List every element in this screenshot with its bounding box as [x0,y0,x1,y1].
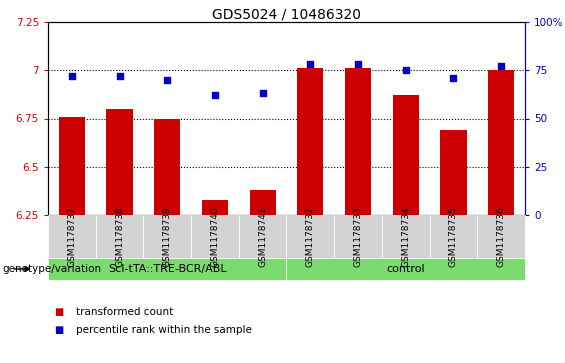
Text: genotype/variation: genotype/variation [3,264,102,274]
Text: GSM1178733: GSM1178733 [354,206,363,267]
Point [67,73,76,79]
Bar [297,68,324,215]
Text: GSM1178735: GSM1178735 [449,206,458,267]
Text: ■: ■ [54,307,63,317]
Text: GSM1178736: GSM1178736 [497,206,506,267]
Text: GDS5024 / 10486320: GDS5024 / 10486320 [212,8,361,22]
Point [306,62,315,68]
Bar [154,118,180,215]
Bar [440,130,467,215]
Text: GSM1178738: GSM1178738 [115,206,124,267]
Bar [59,117,85,215]
Text: ScI-tTA::TRE-BCR/ABL: ScI-tTA::TRE-BCR/ABL [108,264,227,274]
Point [258,90,267,96]
Point [449,75,458,81]
Text: GSM1178741: GSM1178741 [258,206,267,267]
Point [163,77,172,83]
Point [210,93,219,98]
Text: control: control [386,264,425,274]
Text: percentile rank within the sample: percentile rank within the sample [76,325,252,335]
Text: GSM1178737: GSM1178737 [67,206,76,267]
Text: GSM1178739: GSM1178739 [163,206,172,267]
Bar [488,70,514,215]
Bar [250,190,276,215]
Text: GSM1178734: GSM1178734 [401,206,410,267]
Text: GSM1178740: GSM1178740 [210,206,219,267]
Point [497,64,506,69]
Bar [202,200,228,215]
Text: ■: ■ [54,325,63,335]
Text: transformed count: transformed count [76,307,173,317]
Bar [106,109,133,215]
Text: GSM1178732: GSM1178732 [306,206,315,267]
Point [354,62,363,68]
Bar [393,95,419,215]
Bar [345,68,371,215]
Point [115,73,124,79]
Point [401,68,410,73]
